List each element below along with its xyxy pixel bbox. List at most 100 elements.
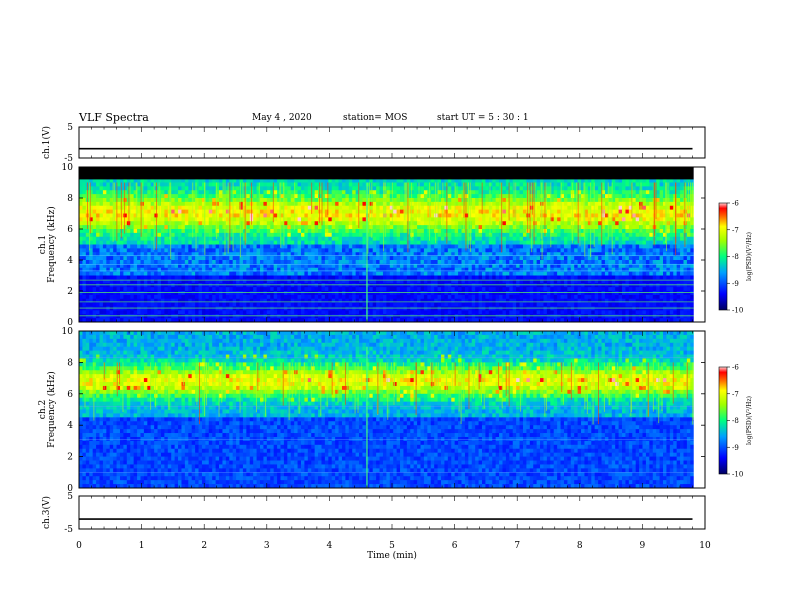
spectrogram-cell: [619, 202, 623, 206]
spectrogram-cell: [485, 210, 489, 214]
spectrogram-cell: [390, 183, 394, 187]
spectrogram-cell: [304, 256, 308, 260]
spectrogram-cell: [520, 233, 524, 237]
spectrogram-cell: [516, 210, 520, 214]
spectrogram-cell: [127, 283, 131, 287]
spectrogram-cell: [400, 217, 404, 221]
spectrogram-cell: [492, 194, 496, 198]
spectrogram-cell: [653, 272, 657, 276]
spectrogram-cell: [352, 268, 356, 272]
spectrogram-cell: [567, 252, 571, 256]
spectrogram-cell: [93, 194, 97, 198]
spectrogram-cell: [369, 260, 373, 264]
spectrogram-cell: [205, 256, 209, 260]
spectrogram-cell: [260, 229, 264, 233]
spectrogram-cell: [465, 272, 469, 276]
spectrogram-cell: [636, 245, 640, 249]
spectrogram-cell: [639, 248, 643, 252]
spectrogram-cell: [188, 276, 192, 280]
spectrogram-cell: [380, 202, 384, 206]
spectrogram-cell: [260, 248, 264, 252]
spectrogram-cell: [328, 190, 332, 194]
spectrogram-cell: [123, 183, 127, 187]
spectrogram-cell: [499, 256, 503, 260]
spectrogram-cell: [615, 183, 619, 187]
spectrogram-cell: [137, 245, 141, 249]
spectrogram-cell: [96, 190, 100, 194]
spectrogram-cell: [383, 272, 387, 276]
spectrogram-cell: [660, 248, 664, 252]
spectrogram-cell: [653, 237, 657, 241]
spectrogram-cell: [202, 268, 206, 272]
spectrogram-cell: [342, 237, 346, 241]
spectrogram-cell: [595, 214, 599, 218]
spectrogram-cell: [332, 190, 336, 194]
spectrogram-cell: [547, 221, 551, 225]
spectrogram-cell: [625, 217, 629, 221]
spectrogram-cell: [134, 225, 138, 229]
spectrogram-cell: [352, 260, 356, 264]
spectrogram-cell: [615, 186, 619, 190]
spectrogram-cell: [615, 276, 619, 280]
spectrogram-cell: [298, 214, 302, 218]
spectrogram-cell: [380, 221, 384, 225]
spectrogram-cell: [492, 268, 496, 272]
spectrogram-cell: [567, 245, 571, 249]
spectrogram-cell: [581, 272, 585, 276]
spectrogram-cell: [236, 233, 240, 237]
spectrogram-cell: [315, 260, 319, 264]
spectrogram-cell: [298, 248, 302, 252]
spectrogram-cell: [649, 183, 653, 187]
spectrogram-cell: [260, 194, 264, 198]
spectrogram-cell: [335, 283, 339, 287]
spectrogram-cell: [250, 276, 254, 280]
spectrogram-cell: [550, 272, 554, 276]
spectrogram-cell: [294, 237, 298, 241]
spectrogram-cell: [502, 221, 506, 225]
spectrogram-cell: [492, 245, 496, 249]
spectrogram-cell: [304, 241, 308, 245]
spectrogram-cell: [482, 221, 486, 225]
spectrogram-cell: [209, 206, 213, 210]
spectrogram-cell: [489, 183, 493, 187]
spectrogram-cell: [175, 194, 179, 198]
spectrogram-cell: [554, 183, 558, 187]
spectrogram-cell: [178, 214, 182, 218]
spectrogram-cell: [376, 225, 380, 229]
spectrogram-cell: [625, 245, 629, 249]
spectrogram-cell: [451, 252, 455, 256]
spectrogram-cell: [386, 210, 390, 214]
spectrogram-cell: [605, 276, 609, 280]
spectrogram-cell: [670, 260, 674, 264]
spectrogram-cell: [311, 237, 315, 241]
spectrogram-cell: [342, 206, 346, 210]
spectrogram-cell: [99, 210, 103, 214]
spectrogram-cell: [598, 260, 602, 264]
spectrogram-cell: [188, 210, 192, 214]
spectrogram-cell: [253, 186, 257, 190]
spectrogram-cell: [82, 183, 86, 187]
spectrogram-cell: [243, 268, 247, 272]
spectrogram-cell: [178, 225, 182, 229]
spectrogram-cell: [298, 202, 302, 206]
spectrogram-cell: [103, 214, 107, 218]
spectrogram-cell: [369, 237, 373, 241]
spectrogram-cell: [622, 221, 626, 225]
spectrogram-cell: [188, 233, 192, 237]
spectrogram-cell: [359, 241, 363, 245]
spectrogram-cell: [168, 260, 172, 264]
spectrogram-cell: [639, 245, 643, 249]
spectrogram-cell: [386, 256, 390, 260]
spectrogram-cell: [339, 233, 343, 237]
spectrogram-cell: [253, 256, 257, 260]
spectrogram-cell: [318, 241, 322, 245]
spectrogram-cell: [537, 206, 541, 210]
spectrogram-cell: [472, 233, 476, 237]
spectrogram-cell: [574, 241, 578, 245]
spectrogram-cell: [646, 276, 650, 280]
spectrogram-cell: [96, 248, 100, 252]
spectrogram-cell: [516, 214, 520, 218]
spectrogram-cell: [185, 206, 189, 210]
spectrogram-cell: [670, 245, 674, 249]
spectrogram-cell: [444, 256, 448, 260]
